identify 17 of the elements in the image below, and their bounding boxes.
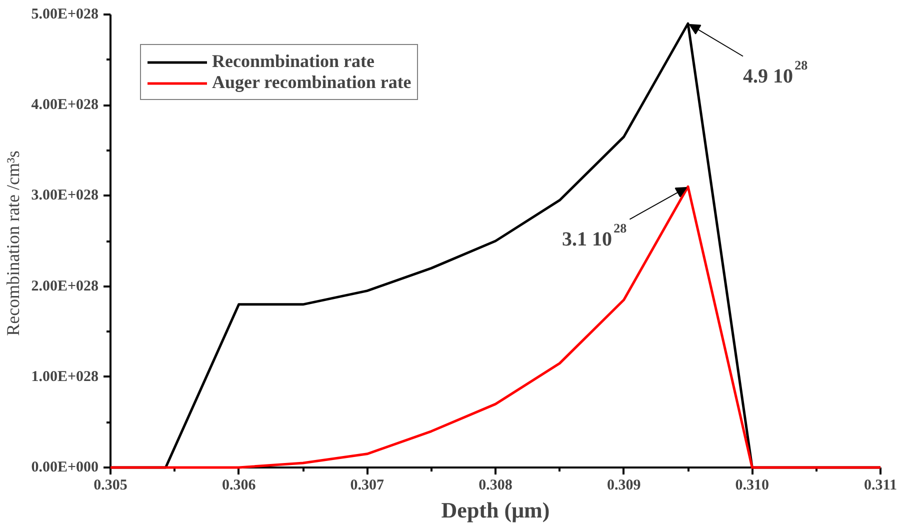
legend-label: Reconmbination rate xyxy=(212,51,374,72)
legend-label: Auger recombination rate xyxy=(212,72,412,93)
y-tick-label: 4.00E+028 xyxy=(31,97,99,114)
x-axis-title: Depth (μm) xyxy=(441,498,550,522)
x-tick-label: 0.309 xyxy=(606,478,641,494)
y-tick-label: 2.00E+028 xyxy=(31,278,99,294)
x-tick-label: 0.311 xyxy=(864,478,897,494)
x-tick-label: 0.308 xyxy=(478,478,512,494)
x-tick-label: 0.310 xyxy=(735,478,770,494)
x-tick-label: 0.305 xyxy=(94,478,128,494)
y-tick-label: 0.00E+000 xyxy=(31,460,99,476)
y-tick-label: 5.00E+028 xyxy=(31,6,99,22)
y-axis-title: Recombination rate /cm³s xyxy=(3,150,24,336)
y-tick-label: 3.00E+028 xyxy=(31,188,99,204)
y-tick-label: 1.00E+028 xyxy=(31,368,99,385)
x-tick-label: 0.307 xyxy=(350,478,385,494)
x-tick-label: 0.306 xyxy=(222,478,256,494)
